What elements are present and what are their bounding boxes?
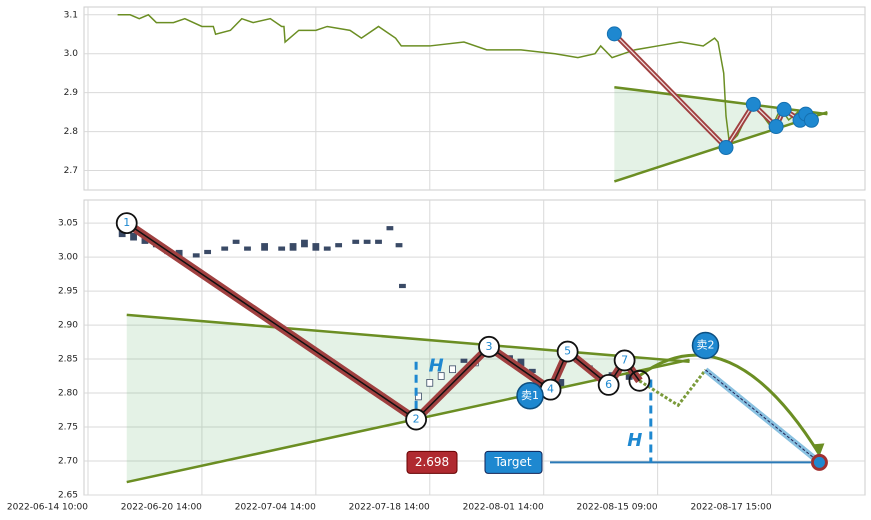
candle-body	[289, 243, 297, 251]
candle-body	[204, 249, 212, 255]
candle-body	[449, 365, 456, 374]
sell-label: 卖2	[696, 338, 714, 351]
candle-body	[437, 372, 445, 380]
candle-body	[301, 239, 308, 248]
height-label: H	[627, 430, 642, 451]
y-tick-label: 3.00	[58, 253, 78, 263]
candle-body	[460, 358, 468, 363]
target-arrow-core	[705, 369, 820, 463]
pivot-label: 5	[564, 345, 571, 358]
pivot	[478, 335, 500, 358]
pivot-dot	[776, 101, 792, 117]
price-line	[117, 13, 807, 145]
candle-body	[395, 243, 403, 248]
curve-arrow-head	[812, 443, 825, 457]
target-dot	[810, 453, 828, 471]
y-tick-label: 2.70	[58, 457, 78, 467]
pivot-dot	[606, 26, 622, 42]
pivot-dot	[745, 96, 761, 112]
pivot	[115, 212, 138, 235]
bottom-panel	[83, 199, 866, 496]
x-tick-label: 2022-08-15 09:00	[577, 503, 658, 513]
pivot-label: 2	[413, 413, 420, 426]
candle-body	[312, 243, 320, 251]
pivot-label: 3	[486, 340, 493, 353]
candle-body	[399, 283, 406, 289]
y-tick-label: 2.65	[58, 491, 78, 501]
pivot-label: 6	[605, 378, 612, 391]
x-tick-label: 2022-08-01 14:00	[463, 503, 544, 513]
pivot-label: 4	[547, 383, 554, 396]
x-tick-label: 2022-06-14 10:00	[7, 503, 88, 513]
height-label: H	[429, 356, 444, 377]
y-tick-label: 2.7	[64, 166, 78, 176]
candle-body	[130, 232, 137, 241]
target-box	[484, 450, 543, 474]
y-tick-label: 2.80	[58, 389, 78, 399]
pivot-label: 7	[621, 353, 628, 366]
y-tick-label: 2.95	[58, 287, 78, 297]
candle-body	[386, 226, 394, 231]
sell-label: 卖1	[521, 389, 539, 402]
target-value: 2.698	[415, 455, 449, 469]
candle-body	[426, 379, 434, 387]
triangle-upper	[126, 313, 690, 364]
candle-body	[244, 246, 251, 251]
y-tick-label: 3.05	[58, 219, 78, 229]
pivot-dot	[718, 140, 734, 156]
candle-body	[261, 243, 268, 251]
x-tick-label: 2022-07-04 14:00	[235, 503, 316, 513]
curve-arrow	[638, 353, 821, 456]
y-tick-label: 2.85	[58, 355, 78, 365]
candle-body	[363, 239, 371, 244]
candle-body	[232, 239, 240, 244]
candle-body	[323, 246, 331, 251]
pivot	[613, 349, 636, 372]
pivot	[597, 373, 620, 396]
candle-body	[192, 253, 200, 258]
sell-marker	[516, 382, 544, 410]
candle-body	[375, 239, 382, 244]
y-tick-label: 2.75	[58, 423, 78, 433]
candle-body	[414, 392, 422, 401]
target-text: Target	[493, 455, 531, 469]
forecast-line	[638, 369, 707, 408]
y-tick-label: 3.0	[64, 49, 79, 59]
y-tick-label: 2.8	[64, 127, 79, 137]
triangle-area	[614, 87, 828, 182]
y-tick-label: 3.1	[64, 10, 78, 20]
y-tick-label: 2.9	[64, 88, 79, 98]
candle-body	[335, 243, 343, 248]
pivot	[556, 340, 579, 363]
candle-body	[278, 246, 286, 251]
x-tick-label: 2022-08-17 15:00	[690, 503, 771, 513]
candle-body	[221, 246, 229, 251]
candle-body	[352, 239, 360, 244]
x-tick-label: 2022-07-18 14:00	[349, 503, 430, 513]
pivot-dot	[803, 112, 819, 128]
top-panel	[83, 6, 866, 191]
triangle-area	[126, 314, 690, 483]
triangle-upper	[614, 85, 828, 116]
pivot	[628, 369, 651, 392]
x-tick-label: 2022-06-20 14:00	[121, 503, 202, 513]
y-tick-label: 2.90	[58, 321, 78, 331]
sell-marker	[691, 331, 720, 360]
pivot-label: 1	[123, 216, 130, 229]
value-box	[406, 450, 458, 474]
pivot	[405, 408, 428, 431]
pivot-dot	[768, 119, 784, 135]
